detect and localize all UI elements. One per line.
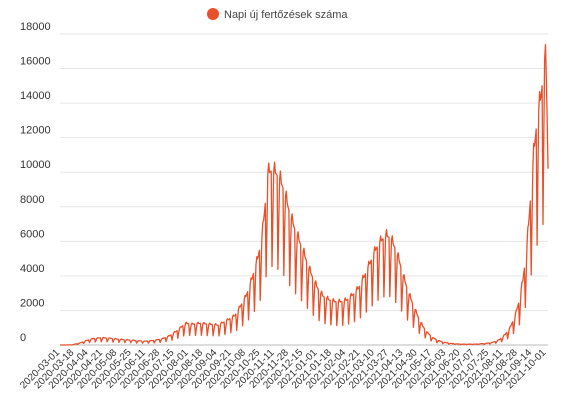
y-tick-label: 12000	[20, 125, 51, 137]
y-axis: 0 2000 4000 6000 8000 10000 12000 14000 16000 180…	[20, 21, 51, 344]
y-tick-label: 16000	[20, 56, 51, 68]
x-axis: 2020-03-012020-03-182020-04-042020-04-21…	[18, 347, 549, 391]
grid-lines	[60, 33, 548, 346]
y-tick-label: 14000	[20, 90, 51, 102]
y-tick-label: 10000	[20, 159, 51, 171]
y-tick-label: 6000	[20, 228, 44, 240]
legend[interactable]: Napi új fertőzések száma	[207, 8, 348, 21]
series-line	[60, 43, 549, 346]
legend-label: Napi új fertőzések száma	[224, 9, 348, 21]
legend-swatch	[207, 8, 219, 20]
series-line-group	[60, 43, 549, 346]
y-tick-label: 4000	[20, 263, 44, 275]
y-tick-label: 2000	[20, 297, 44, 309]
y-tick-label: 18000	[20, 21, 51, 33]
y-tick-label: 0	[20, 332, 26, 344]
y-tick-label: 8000	[20, 194, 44, 206]
